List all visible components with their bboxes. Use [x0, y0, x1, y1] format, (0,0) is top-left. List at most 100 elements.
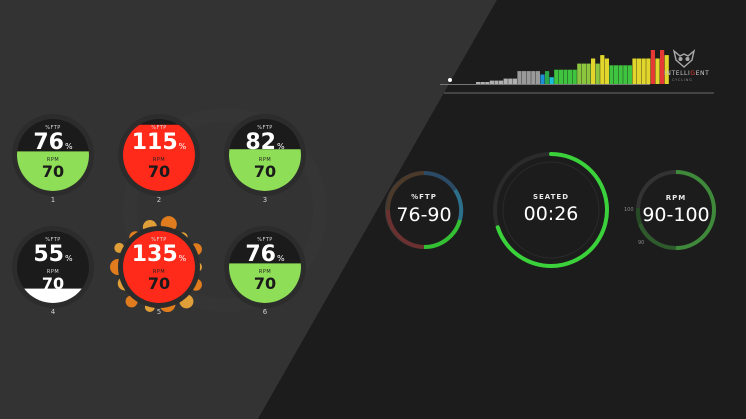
progress-track[interactable] — [444, 92, 714, 94]
gauge-rpm-label: RPM — [46, 269, 60, 275]
ftp-target-value: 76-90 — [396, 204, 452, 226]
rpm-tick-high: 100 — [624, 207, 634, 213]
profile-bar — [522, 71, 527, 84]
profile-bar — [545, 71, 550, 84]
profile-bar — [604, 58, 609, 84]
timer-ring — [493, 152, 609, 268]
profile-bar — [540, 74, 545, 84]
profile-bar — [660, 50, 665, 84]
gauge-ftp-label: %FTP — [257, 125, 273, 131]
profile-bar — [526, 71, 531, 84]
gauge-rpm-value: 70 — [41, 274, 65, 293]
gauge-ftp-value: 76% — [33, 130, 73, 155]
profile-bar — [476, 82, 481, 84]
interval-timer: SEATED 00:26 — [492, 150, 610, 270]
gauge-ftp-value: 55% — [33, 242, 73, 267]
gauge-rpm-label: RPM — [152, 157, 166, 163]
gauge-ftp-value: 76% — [245, 242, 285, 267]
profile-bar — [549, 77, 554, 84]
gauge-rpm-value: 70 — [147, 162, 171, 181]
profile-bar — [535, 71, 540, 84]
gauge-ftp-label: %FTP — [45, 237, 61, 243]
profile-bar — [572, 69, 577, 84]
profile-bar — [586, 63, 591, 84]
rpm-target-label: RPM — [665, 194, 687, 202]
profile-bar — [577, 63, 582, 84]
profile-bar — [517, 71, 522, 84]
timer-value: 00:26 — [523, 203, 579, 225]
gauge-ftp-value: 82% — [245, 130, 285, 155]
gauge-ftp-label: %FTP — [151, 125, 167, 131]
gauge-index: 4 — [50, 308, 56, 316]
profile-bar — [641, 58, 646, 84]
gauge-dial — [224, 226, 306, 308]
gauge-rpm-value: 70 — [253, 274, 277, 293]
gauge-index: 5 — [156, 308, 162, 316]
gauge-dial — [118, 114, 200, 196]
profile-bar — [499, 80, 504, 84]
gauge-index: 6 — [262, 308, 268, 316]
rpm-target-gauge: RPM 90-100 — [634, 168, 718, 252]
profile-bar — [646, 58, 651, 84]
profile-bar — [508, 78, 513, 84]
profile-bar — [664, 55, 669, 84]
gauge-rpm-label: RPM — [46, 157, 60, 163]
profile-bar — [512, 78, 517, 84]
ftp-target-ring — [385, 171, 464, 250]
profile-bar — [489, 80, 494, 84]
profile-bar — [632, 58, 637, 84]
profile-bar — [600, 55, 605, 84]
gauge-ftp-value: 115% — [131, 130, 187, 155]
playhead-marker[interactable] — [448, 78, 452, 82]
profile-bar — [650, 50, 655, 84]
rider-gauge: %FTP 135% RPM 70 — [110, 216, 203, 313]
rider-gauge: %FTP 76% RPM 70 — [9, 111, 97, 199]
profile-bar — [503, 78, 508, 84]
brand-name: INTELLIGENT — [664, 70, 710, 77]
rpm-tick-low: 90 — [638, 240, 645, 246]
gauge-dial — [224, 114, 306, 196]
gauge-rpm-label: RPM — [152, 269, 166, 275]
profile-bar — [558, 69, 563, 84]
gauge-index: 3 — [262, 196, 268, 204]
gauge-fill — [123, 231, 195, 303]
gauge-rpm-label: RPM — [258, 269, 272, 275]
gauge-dial — [110, 216, 202, 313]
ftp-target-label: %FTP — [411, 193, 437, 201]
profile-bar — [627, 65, 632, 84]
profile-bar — [568, 69, 573, 84]
profile-bar — [591, 58, 596, 84]
profile-bar — [554, 69, 559, 84]
gauge-ftp-label: %FTP — [257, 237, 273, 243]
gauge-rpm-value: 70 — [253, 162, 277, 181]
rider-gauge: %FTP 82% RPM 70 — [221, 111, 309, 199]
profile-bar — [480, 82, 485, 84]
rpm-target-ring — [635, 170, 716, 251]
rider-gauge: %FTP 55% RPM 70 — [9, 223, 97, 311]
owl-logo-icon — [672, 49, 696, 68]
gauge-fill — [123, 124, 195, 191]
gauge-dial — [12, 114, 94, 196]
workout-profile-chart[interactable] — [440, 40, 740, 100]
gauge-index: 1 — [50, 196, 56, 204]
rider-gauge: %FTP 115% RPM 70 — [115, 111, 203, 199]
profile-bar — [531, 71, 536, 84]
profile-bar — [609, 65, 614, 84]
profile-bar — [618, 65, 623, 84]
gauge-dial — [12, 226, 94, 308]
ftp-target-gauge: %FTP 76-90 — [384, 165, 464, 255]
gauge-rpm-value: 70 — [147, 274, 171, 293]
profile-bar — [595, 63, 600, 84]
brand-sub: CYCLING — [672, 78, 693, 82]
profile-bar — [581, 63, 586, 84]
profile-bar — [637, 58, 642, 84]
profile-bar — [485, 82, 490, 84]
profile-bar — [494, 80, 499, 84]
profile-bar — [614, 65, 619, 84]
gauge-ftp-label: %FTP — [45, 125, 61, 131]
gauge-ftp-label: %FTP — [151, 237, 167, 243]
profile-bar — [655, 58, 660, 84]
gauge-rpm-value: 70 — [41, 162, 65, 181]
gauge-rpm-label: RPM — [258, 157, 272, 163]
